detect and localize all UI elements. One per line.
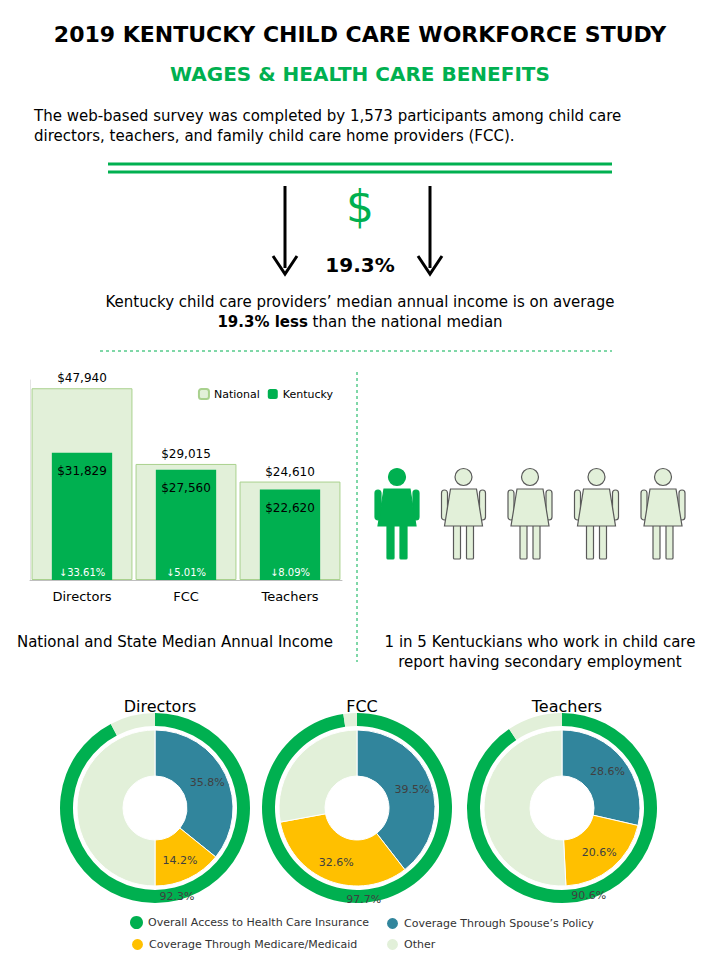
svg-text:Coverage Through Medicare/Medi: Coverage Through Medicare/Medicaid bbox=[149, 938, 357, 951]
html-text:2019 KENTUCKY CHILD CARE WORKF: 2019 KENTUCKY CHILD CARE WORKFORCE STUDY bbox=[53, 22, 667, 47]
svg-text:FCC: FCC bbox=[346, 697, 378, 716]
svg-text:$47,940: $47,940 bbox=[57, 371, 107, 385]
svg-text:FCC: FCC bbox=[173, 589, 199, 604]
svg-text:↓8.09%: ↓8.09% bbox=[270, 567, 310, 578]
svg-text:14.2%: 14.2% bbox=[163, 854, 198, 867]
svg-text:32.6%: 32.6% bbox=[319, 856, 354, 869]
html-text:Kentucky child care providers’: Kentucky child care providers’ median an… bbox=[105, 293, 615, 311]
svg-text:97.7%: 97.7% bbox=[346, 893, 381, 906]
svg-text:39.5%: 39.5% bbox=[394, 783, 429, 796]
svg-text:20.6%: 20.6% bbox=[582, 846, 617, 859]
html-text:19.3% less than the national m: 19.3% less than the national median bbox=[217, 313, 503, 331]
svg-text:$31,829: $31,829 bbox=[57, 464, 107, 478]
svg-text:↓33.61%: ↓33.61% bbox=[59, 567, 106, 578]
svg-text:$27,560: $27,560 bbox=[161, 481, 211, 495]
svg-text:$22,620: $22,620 bbox=[265, 501, 315, 515]
html-text:1 in 5 Kentuckians who work in: 1 in 5 Kentuckians who work in child car… bbox=[384, 633, 696, 671]
svg-text:Overall Access to Health Care: Overall Access to Health Care Insurance bbox=[148, 916, 369, 929]
svg-text:Other: Other bbox=[404, 938, 436, 951]
svg-text:Directors: Directors bbox=[124, 697, 197, 716]
svg-text:Teachers: Teachers bbox=[531, 697, 602, 716]
html-text:The web-based survey was compl: The web-based survey was completed by 1,… bbox=[34, 107, 622, 145]
svg-text:Directors: Directors bbox=[53, 589, 112, 604]
svg-text:National: National bbox=[214, 388, 260, 401]
svg-text:↓5.01%: ↓5.01% bbox=[166, 567, 206, 578]
svg-text:Kentucky: Kentucky bbox=[283, 388, 334, 401]
svg-text:$29,015: $29,015 bbox=[161, 447, 211, 461]
html-text:19.3%: 19.3% bbox=[325, 253, 395, 277]
svg-text:90.6%: 90.6% bbox=[571, 889, 606, 902]
html-text:WAGES & HEALTH CARE BENEFITS: WAGES & HEALTH CARE BENEFITS bbox=[170, 62, 550, 86]
html-text:National and State Median Annu: National and State Median Annual Income bbox=[16, 633, 334, 651]
svg-text:35.8%: 35.8% bbox=[190, 776, 225, 789]
svg-text:92.3%: 92.3% bbox=[159, 890, 194, 903]
svg-text:Coverage Through Spouse’s Poli: Coverage Through Spouse’s Policy bbox=[404, 917, 594, 930]
svg-text:28.6%: 28.6% bbox=[590, 765, 625, 778]
svg-text:$24,610: $24,610 bbox=[265, 465, 315, 479]
svg-text:Teachers: Teachers bbox=[260, 589, 318, 604]
